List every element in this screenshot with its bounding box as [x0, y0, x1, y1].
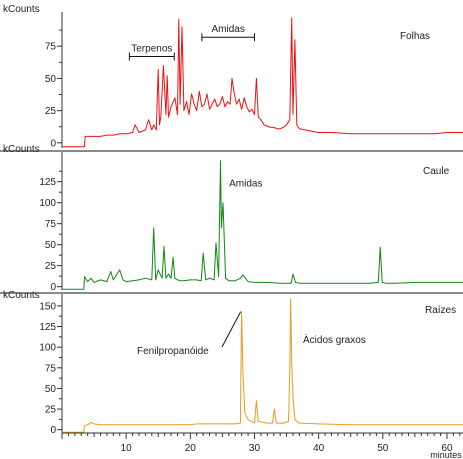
panel-label: Raízes	[425, 305, 456, 316]
chromatogram-trace-raízes	[62, 298, 463, 433]
chromatogram-trace-folhas	[62, 17, 463, 148]
x-tick-label: 30	[249, 443, 261, 454]
y-tick-label: 0	[50, 425, 56, 436]
chromatogram-trace-caule	[62, 160, 463, 290]
y-tick-label: 25	[45, 261, 57, 272]
x-axis-label: minutes	[430, 450, 462, 459]
annotation-label: Àcidos graxos	[303, 333, 366, 346]
annotation-leader	[221, 311, 242, 348]
y-tick-label: 75	[45, 363, 57, 374]
y-tick-label: 125	[39, 177, 56, 188]
x-tick-label: 20	[185, 443, 197, 454]
annotation-label: Terpenos	[131, 44, 172, 55]
y-tick-label: 125	[39, 322, 56, 333]
y-tick-label: 0	[50, 138, 56, 149]
x-tick-label: 40	[313, 443, 325, 454]
panel-label: Folhas	[400, 31, 430, 42]
y-tick-label: 50	[45, 74, 57, 85]
annotation-label: Amidas	[211, 24, 244, 35]
y-tick-label: 75	[45, 42, 57, 53]
y-axis-label: kCounts	[3, 4, 40, 15]
annotation-label: Amidas	[229, 179, 262, 190]
y-tick-label: 0	[50, 282, 56, 293]
y-tick-label: 100	[39, 343, 56, 354]
y-tick-label: 75	[45, 219, 57, 230]
x-tick-label: 50	[377, 443, 389, 454]
panel-label: Caule	[423, 166, 450, 177]
y-tick-label: 100	[39, 198, 56, 209]
x-tick-label: 10	[121, 443, 133, 454]
annotation-label: Fenilpropanóide	[137, 346, 209, 357]
y-tick-label: 25	[45, 405, 57, 416]
y-tick-label: 50	[45, 384, 57, 395]
y-axis-label: kCounts	[3, 290, 40, 301]
y-tick-label: 25	[45, 106, 57, 117]
y-tick-label: 50	[45, 240, 57, 251]
y-axis-label: kCounts	[3, 144, 40, 155]
y-tick-label: 150	[39, 301, 56, 312]
x-tick-label: 60	[441, 443, 453, 454]
